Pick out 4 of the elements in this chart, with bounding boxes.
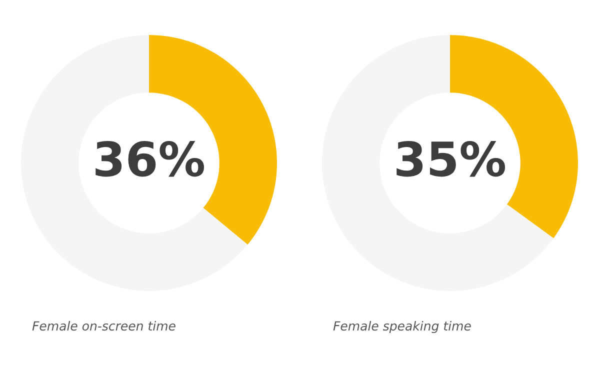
- text: Female on-screen time: [32, 320, 176, 331]
- data-label: 35%: [396, 140, 506, 177]
- data-label: 36%: [96, 140, 204, 177]
- text: Female speaking time: [333, 320, 471, 334]
